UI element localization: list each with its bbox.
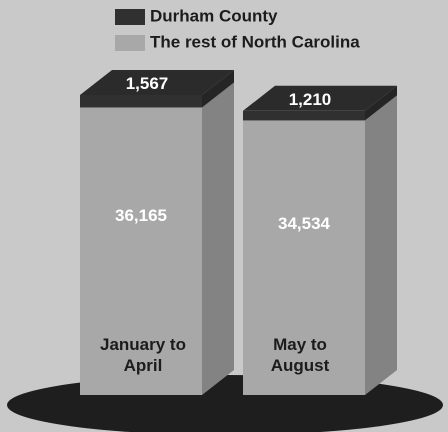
bar	[243, 110, 365, 121]
bar-side	[365, 85, 397, 121]
value-label: 1,567	[126, 74, 169, 93]
value-label: 1,210	[289, 90, 332, 109]
legend-label: The rest of North Carolina	[150, 32, 360, 51]
bar	[80, 95, 202, 108]
category-label: January to April	[100, 335, 186, 375]
bar-side	[365, 95, 397, 395]
legend-swatch	[115, 9, 145, 25]
bar-side	[202, 82, 234, 395]
bar-side	[202, 70, 234, 108]
legend-label: Durham County	[150, 6, 278, 25]
bar-top	[80, 70, 234, 95]
bar	[80, 107, 202, 395]
value-label: 36,165	[115, 206, 167, 225]
legend-swatch	[115, 35, 145, 51]
bar	[243, 120, 365, 395]
category-label: May to August	[270, 335, 330, 375]
value-label: 34,534	[278, 214, 331, 233]
bar-top	[243, 85, 397, 111]
